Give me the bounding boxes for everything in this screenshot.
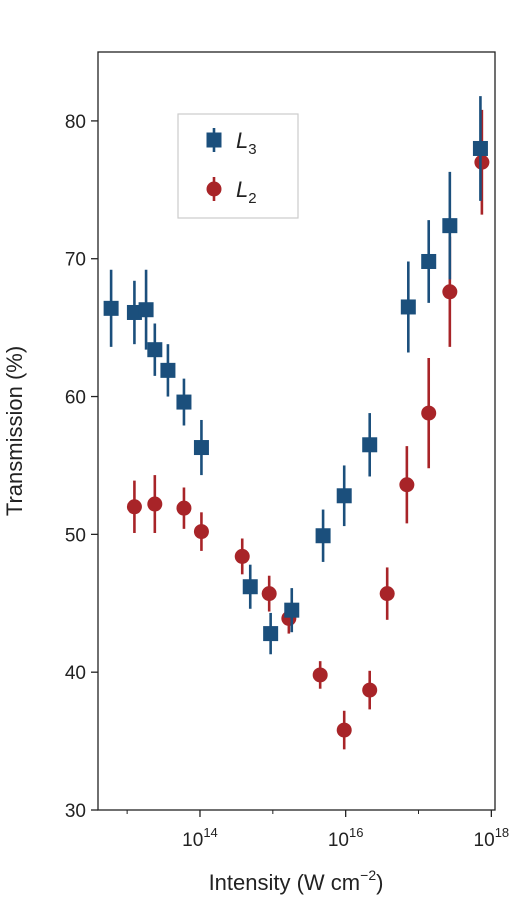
x-tick-exponent: 16 <box>349 825 363 840</box>
data-point <box>176 394 192 410</box>
data-point <box>442 284 458 300</box>
x-tick-exponent: 18 <box>495 825 509 840</box>
legend-box <box>177 113 299 219</box>
x-tick-label: 1014 <box>182 825 218 851</box>
data-point <box>379 586 395 602</box>
x-axis-label-close: ) <box>376 870 383 895</box>
y-tick-label: 60 <box>65 388 86 409</box>
x-axis-label-exponent: −2 <box>360 867 376 883</box>
x-tick-label: 1016 <box>328 825 364 851</box>
x-tick-base: 10 <box>328 830 349 851</box>
data-point <box>147 342 163 358</box>
plot-frame <box>97 51 496 811</box>
data-point <box>284 602 300 618</box>
y-tick-label: 80 <box>65 112 86 133</box>
data-point <box>442 218 458 234</box>
data-point <box>421 405 437 421</box>
series-layer <box>103 96 490 750</box>
y-tick-label: 30 <box>65 801 86 822</box>
data-point <box>472 140 488 156</box>
x-axis-label: Intensity (W cm−2) <box>209 867 384 895</box>
legend-label: L3 <box>236 128 257 158</box>
legend-label-subscript: 2 <box>248 190 256 207</box>
y-tick-label: 70 <box>65 250 86 271</box>
x-tick-base: 10 <box>182 830 203 851</box>
series-L3 <box>103 96 488 655</box>
data-point <box>474 154 490 170</box>
data-point <box>193 440 209 456</box>
data-point <box>263 626 279 642</box>
data-point <box>193 524 209 540</box>
legend-label: L2 <box>236 177 257 207</box>
data-point <box>315 528 331 544</box>
y-tick-label: 50 <box>65 525 86 546</box>
x-tick-label: 1018 <box>474 825 510 851</box>
data-point <box>312 667 328 683</box>
data-point <box>176 500 192 516</box>
data-point <box>138 302 154 318</box>
data-point <box>261 586 277 602</box>
data-point <box>362 682 378 698</box>
legend-label-subscript: 3 <box>248 141 256 158</box>
legend-marker <box>206 132 222 148</box>
data-point <box>242 579 258 595</box>
x-tick-base: 10 <box>474 830 495 851</box>
y-axis-label: Transmission (%) <box>2 346 27 516</box>
data-point <box>336 722 352 738</box>
data-point <box>421 253 437 269</box>
legend-marker <box>206 181 222 197</box>
data-point <box>399 477 415 493</box>
x-tick-exponent: 14 <box>203 825 217 840</box>
data-point <box>234 548 250 564</box>
legend-label-name: L <box>236 128 248 153</box>
legend-label-name: L <box>236 177 248 202</box>
data-point <box>160 362 176 378</box>
data-point <box>336 488 352 504</box>
data-point <box>147 496 163 512</box>
data-point <box>400 299 416 315</box>
data-point <box>126 499 142 515</box>
y-tick-label: 40 <box>65 663 86 684</box>
x-axis-label-text: Intensity (W cm <box>209 870 361 895</box>
data-point <box>362 437 378 453</box>
data-point <box>126 304 142 320</box>
data-point <box>103 300 119 316</box>
